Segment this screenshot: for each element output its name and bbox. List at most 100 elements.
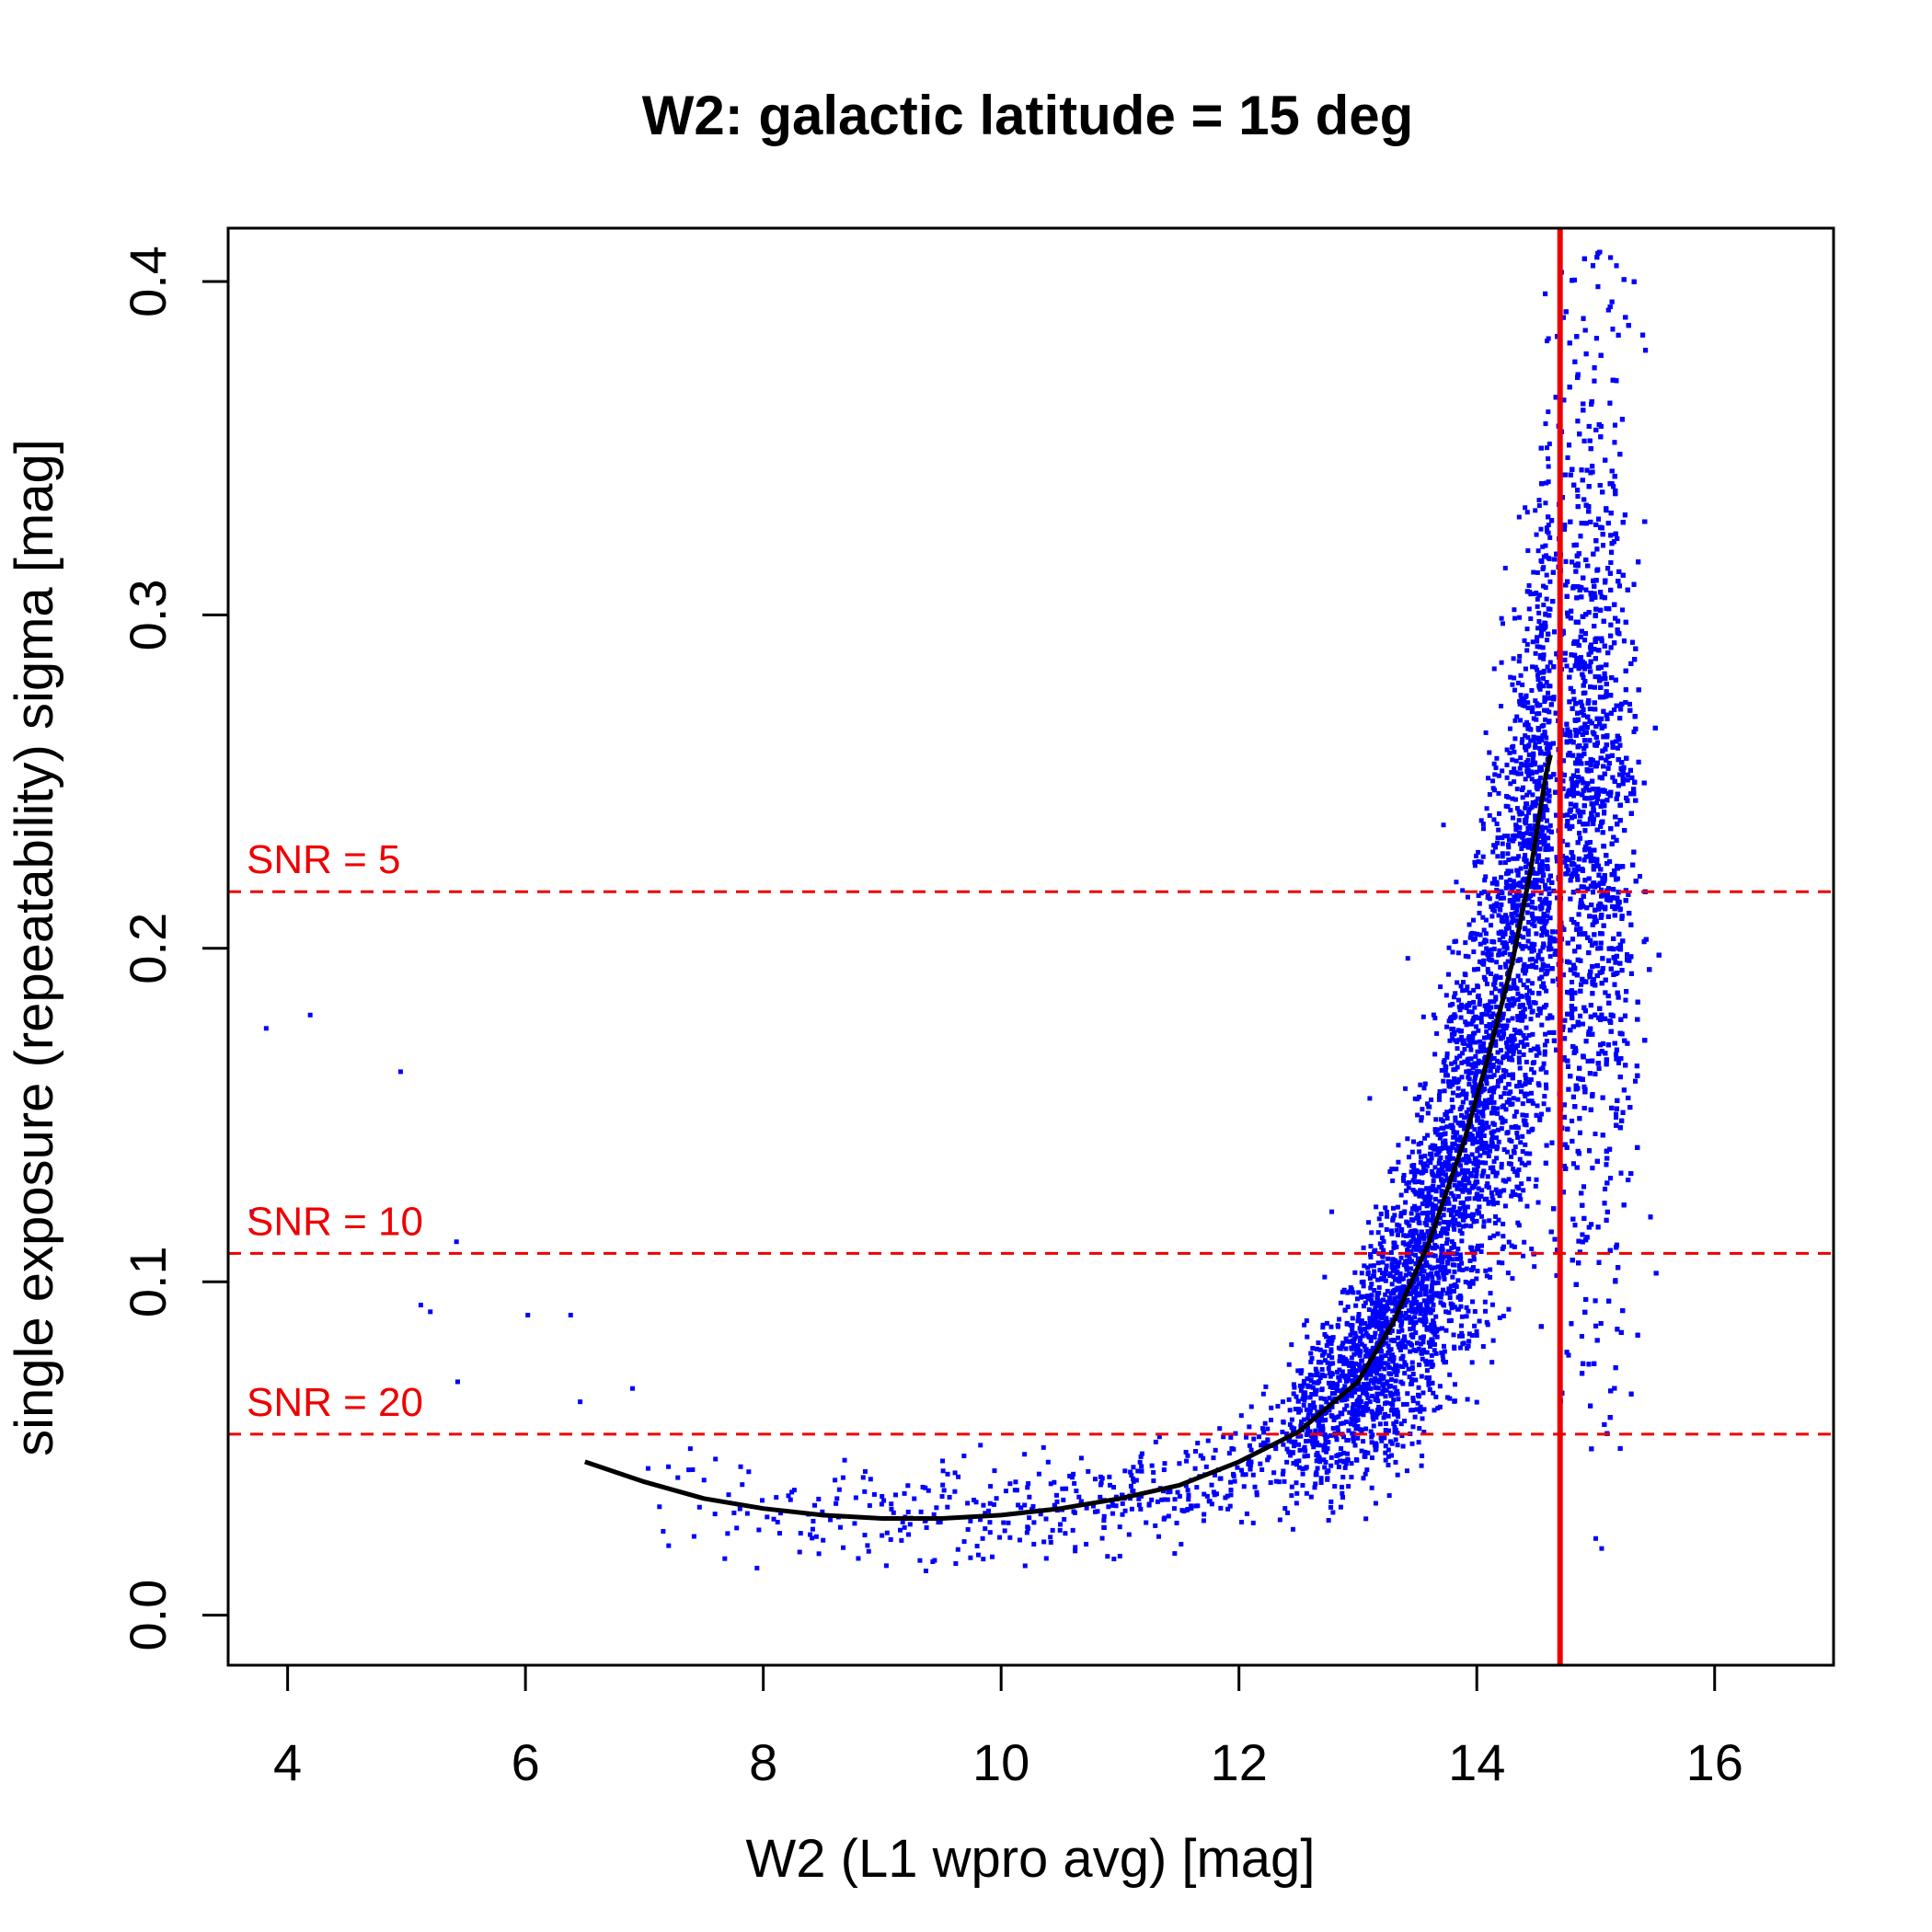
data-point [1363, 1330, 1369, 1336]
data-point [1476, 1103, 1481, 1109]
data-point [1427, 1217, 1432, 1223]
data-point [1491, 817, 1497, 822]
data-point [1513, 1123, 1519, 1129]
data-point [1515, 1014, 1521, 1019]
data-point [1310, 1413, 1316, 1419]
data-point [1484, 1183, 1489, 1189]
data-point [1502, 1053, 1508, 1059]
data-point [1490, 1105, 1496, 1110]
data-point [1455, 950, 1461, 956]
data-point [1494, 901, 1500, 906]
data-point [1400, 1381, 1406, 1386]
data-point [939, 1494, 945, 1500]
data-point [1500, 621, 1505, 627]
data-point [1395, 1204, 1400, 1210]
data-point [1511, 1148, 1516, 1154]
data-point [1510, 1003, 1515, 1008]
data-point [1472, 1075, 1478, 1081]
data-point [1503, 1025, 1509, 1030]
data-point [738, 1464, 743, 1469]
data-point [1396, 1341, 1401, 1347]
data-point [1455, 1278, 1461, 1283]
data-point [1370, 1414, 1375, 1420]
data-point [1520, 1040, 1525, 1045]
data-point [1298, 1371, 1304, 1376]
data-point [1510, 682, 1515, 687]
data-point [1418, 1159, 1423, 1165]
data-point [1524, 817, 1529, 822]
data-point [1441, 1206, 1446, 1212]
data-point [1345, 1457, 1351, 1463]
data-point [1526, 1177, 1532, 1182]
data-point [1409, 1309, 1415, 1315]
data-point [828, 1517, 834, 1523]
data-point [1128, 1469, 1133, 1475]
data-point [1435, 1170, 1441, 1176]
data-point [1407, 1374, 1412, 1380]
data-point [1529, 1090, 1535, 1096]
data-point [1098, 1480, 1104, 1486]
data-point [1342, 1307, 1348, 1313]
data-point [1101, 1513, 1107, 1519]
data-point [1292, 1385, 1297, 1390]
data-point [1181, 1509, 1187, 1514]
data-point [1422, 1211, 1428, 1216]
data-point [1409, 1211, 1414, 1216]
data-point [1110, 1502, 1116, 1508]
data-point [1443, 1172, 1448, 1178]
data-point [1316, 1423, 1321, 1429]
data-point [902, 1524, 907, 1530]
data-point [1501, 834, 1507, 839]
data-point [1202, 1491, 1207, 1497]
data-point [1525, 964, 1531, 970]
data-point [1372, 1335, 1377, 1340]
data-point [1462, 1041, 1467, 1046]
data-point [1313, 1472, 1318, 1478]
data-point [1328, 1349, 1334, 1354]
data-point [1534, 717, 1539, 722]
data-point [1415, 1241, 1420, 1247]
data-point [1516, 1050, 1522, 1055]
data-point [1376, 1216, 1382, 1222]
data-point [1511, 1048, 1516, 1053]
data-point [1452, 1226, 1457, 1232]
data-point [525, 1312, 531, 1317]
data-point [1368, 1349, 1374, 1354]
data-point [1427, 1386, 1432, 1392]
data-point [1435, 1148, 1441, 1154]
data-point [1471, 949, 1477, 955]
data-point [1307, 1431, 1313, 1436]
data-point [1460, 1333, 1466, 1339]
data-point [1530, 664, 1535, 670]
data-point [1414, 1299, 1420, 1305]
data-point [1546, 606, 1551, 612]
data-point [1350, 1329, 1355, 1335]
data-point [1213, 1491, 1219, 1497]
data-point [1427, 1198, 1432, 1203]
data-point [1301, 1392, 1306, 1397]
data-point [1273, 1446, 1279, 1452]
data-point [1380, 1307, 1386, 1313]
data-point [1484, 1273, 1489, 1279]
data-point [1494, 1004, 1500, 1009]
data-point [1449, 1245, 1455, 1250]
data-point [1451, 1223, 1456, 1228]
data-point [1383, 1421, 1388, 1427]
data-point [1535, 1046, 1541, 1052]
data-point [868, 1477, 873, 1482]
data-point [1535, 638, 1540, 644]
data-point [1510, 834, 1515, 839]
data-point [1533, 870, 1538, 876]
data-point [1546, 684, 1551, 689]
data-point [1421, 1194, 1427, 1200]
data-point [1434, 1030, 1440, 1036]
data-point [1409, 1360, 1415, 1365]
data-point [1459, 1002, 1465, 1007]
data-point [1387, 1383, 1393, 1388]
data-point [1467, 1283, 1473, 1289]
data-point [1447, 1295, 1453, 1301]
data-point [1512, 910, 1518, 915]
data-point [1185, 1453, 1190, 1458]
data-point [917, 1558, 923, 1563]
data-point [1527, 1151, 1533, 1156]
